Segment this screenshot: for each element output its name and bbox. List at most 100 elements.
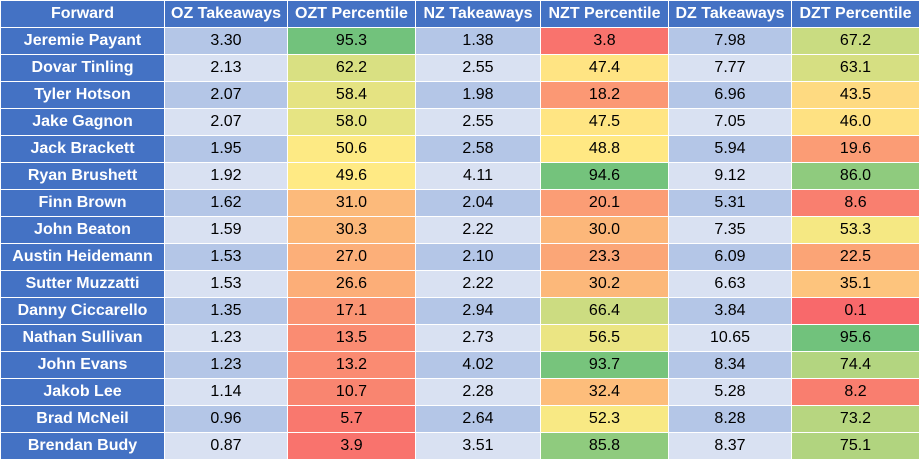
- player-name-cell: Finn Brown: [1, 190, 165, 217]
- dzt-percentile-cell: 8.2: [792, 379, 919, 406]
- nz-takeaways-cell: 2.55: [416, 109, 541, 136]
- nzt-percentile-cell: 18.2: [541, 82, 669, 109]
- nzt-percentile-cell: 94.6: [541, 163, 669, 190]
- oz-takeaways-cell: 1.53: [165, 271, 288, 298]
- player-name-cell: John Beaton: [1, 217, 165, 244]
- header-oz-takeaways: OZ Takeaways: [165, 1, 288, 28]
- nzt-percentile-cell: 56.5: [541, 325, 669, 352]
- ozt-percentile-cell: 10.7: [288, 379, 416, 406]
- nz-takeaways-cell: 2.22: [416, 271, 541, 298]
- player-name-cell: Austin Heidemann: [1, 244, 165, 271]
- oz-takeaways-cell: 0.96: [165, 406, 288, 433]
- player-name-cell: Jack Brackett: [1, 136, 165, 163]
- ozt-percentile-cell: 27.0: [288, 244, 416, 271]
- ozt-percentile-cell: 17.1: [288, 298, 416, 325]
- ozt-percentile-cell: 30.3: [288, 217, 416, 244]
- player-name-cell: Jeremie Payant: [1, 28, 165, 55]
- player-name-cell: Brendan Budy: [1, 433, 165, 460]
- dzt-percentile-cell: 75.1: [792, 433, 919, 460]
- dz-takeaways-cell: 8.34: [669, 352, 792, 379]
- dzt-percentile-cell: 0.1: [792, 298, 919, 325]
- dz-takeaways-cell: 6.96: [669, 82, 792, 109]
- nzt-percentile-cell: 3.8: [541, 28, 669, 55]
- nz-takeaways-cell: 2.28: [416, 379, 541, 406]
- oz-takeaways-cell: 1.95: [165, 136, 288, 163]
- oz-takeaways-cell: 1.62: [165, 190, 288, 217]
- nz-takeaways-cell: 2.94: [416, 298, 541, 325]
- nzt-percentile-cell: 30.0: [541, 217, 669, 244]
- oz-takeaways-cell: 1.92: [165, 163, 288, 190]
- ozt-percentile-cell: 95.3: [288, 28, 416, 55]
- dz-takeaways-cell: 8.28: [669, 406, 792, 433]
- nz-takeaways-cell: 4.11: [416, 163, 541, 190]
- player-name-cell: Jake Gagnon: [1, 109, 165, 136]
- player-name-cell: Tyler Hotson: [1, 82, 165, 109]
- nzt-percentile-cell: 32.4: [541, 379, 669, 406]
- header-ozt-percentile: OZT Percentile: [288, 1, 416, 28]
- nz-takeaways-cell: 2.55: [416, 55, 541, 82]
- player-name-cell: John Evans: [1, 352, 165, 379]
- dzt-percentile-cell: 63.1: [792, 55, 919, 82]
- oz-takeaways-cell: 0.87: [165, 433, 288, 460]
- dz-takeaways-cell: 3.84: [669, 298, 792, 325]
- oz-takeaways-cell: 1.53: [165, 244, 288, 271]
- nzt-percentile-cell: 93.7: [541, 352, 669, 379]
- nz-takeaways-cell: 1.98: [416, 82, 541, 109]
- dz-takeaways-cell: 8.37: [669, 433, 792, 460]
- dz-takeaways-cell: 6.63: [669, 271, 792, 298]
- dz-takeaways-cell: 5.94: [669, 136, 792, 163]
- dzt-percentile-cell: 53.3: [792, 217, 919, 244]
- ozt-percentile-cell: 5.7: [288, 406, 416, 433]
- player-name-cell: Dovar Tinling: [1, 55, 165, 82]
- nz-takeaways-cell: 3.51: [416, 433, 541, 460]
- player-name-cell: Jakob Lee: [1, 379, 165, 406]
- nzt-percentile-cell: 23.3: [541, 244, 669, 271]
- nz-takeaways-cell: 1.38: [416, 28, 541, 55]
- nzt-percentile-cell: 85.8: [541, 433, 669, 460]
- dzt-percentile-cell: 19.6: [792, 136, 919, 163]
- nzt-percentile-cell: 52.3: [541, 406, 669, 433]
- header-dz-takeaways: DZ Takeaways: [669, 1, 792, 28]
- nz-takeaways-cell: 2.22: [416, 217, 541, 244]
- nz-takeaways-cell: 2.04: [416, 190, 541, 217]
- ozt-percentile-cell: 3.9: [288, 433, 416, 460]
- ozt-percentile-cell: 58.4: [288, 82, 416, 109]
- nzt-percentile-cell: 66.4: [541, 298, 669, 325]
- dzt-percentile-cell: 73.2: [792, 406, 919, 433]
- dzt-percentile-cell: 67.2: [792, 28, 919, 55]
- oz-takeaways-cell: 1.23: [165, 325, 288, 352]
- nzt-percentile-cell: 20.1: [541, 190, 669, 217]
- oz-takeaways-cell: 1.14: [165, 379, 288, 406]
- dz-takeaways-cell: 9.12: [669, 163, 792, 190]
- dzt-percentile-cell: 86.0: [792, 163, 919, 190]
- header-row: Forward OZ Takeaways OZT Percentile NZ T…: [1, 1, 919, 28]
- oz-takeaways-cell: 2.07: [165, 82, 288, 109]
- header-dzt-percentile: DZT Percentile: [792, 1, 919, 28]
- ozt-percentile-cell: 58.0: [288, 109, 416, 136]
- dz-takeaways-cell: 6.09: [669, 244, 792, 271]
- player-name-cell: Sutter Muzzatti: [1, 271, 165, 298]
- nzt-percentile-cell: 48.8: [541, 136, 669, 163]
- nz-takeaways-cell: 2.64: [416, 406, 541, 433]
- oz-takeaways-cell: 1.23: [165, 352, 288, 379]
- dz-takeaways-cell: 7.05: [669, 109, 792, 136]
- nz-takeaways-cell: 2.58: [416, 136, 541, 163]
- ozt-percentile-cell: 50.6: [288, 136, 416, 163]
- oz-takeaways-cell: 3.30: [165, 28, 288, 55]
- nzt-percentile-cell: 30.2: [541, 271, 669, 298]
- dz-takeaways-cell: 5.28: [669, 379, 792, 406]
- player-name-cell: Danny Ciccarello: [1, 298, 165, 325]
- oz-takeaways-cell: 1.59: [165, 217, 288, 244]
- player-name-cell: Nathan Sullivan: [1, 325, 165, 352]
